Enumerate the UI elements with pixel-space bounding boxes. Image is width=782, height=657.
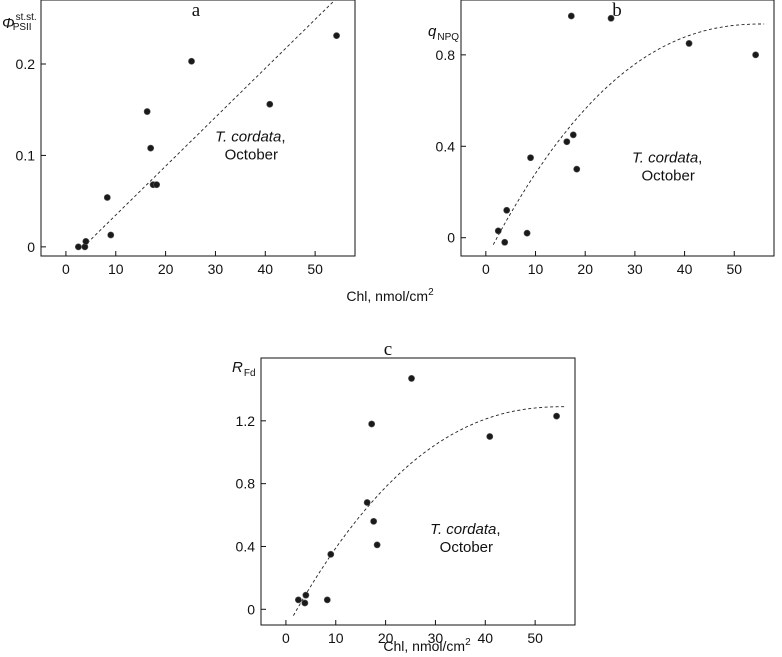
y-axis-title: RFd (232, 359, 256, 379)
x-tick-label: 10 (328, 630, 344, 646)
panel-letter: a (192, 0, 201, 21)
x-tick-label: 50 (307, 261, 323, 277)
annotation-month: October (225, 147, 278, 164)
y-tick-label: 0 (447, 230, 455, 246)
data-point (527, 154, 534, 162)
annotation-month: October (440, 539, 493, 556)
data-point (573, 165, 581, 173)
data-point (74, 243, 82, 251)
y-tick-label: 0.4 (236, 538, 256, 554)
data-point (373, 541, 381, 549)
x-tick-label: 10 (528, 261, 544, 277)
fit-line (83, 1, 334, 248)
data-point (368, 420, 376, 428)
x-tick-label: 20 (158, 261, 174, 277)
y-tick-label: 0.1 (16, 147, 36, 163)
x-tick-label: 50 (726, 261, 742, 277)
annotation-species: T. cordata, (632, 149, 702, 166)
annotation-species: T. cordata, (430, 521, 500, 538)
data-point (266, 100, 274, 108)
data-point (147, 144, 155, 152)
data-point (523, 229, 531, 237)
data-point (153, 181, 161, 189)
data-point (143, 108, 151, 115)
y-axis-title: Φst.st. PSII (2, 12, 37, 33)
data-point (103, 194, 111, 201)
data-point (501, 238, 509, 246)
x-tick-label: 50 (527, 630, 543, 646)
fit-curve (293, 406, 565, 616)
fit-curve (492, 23, 765, 245)
x-tick-label: 40 (257, 261, 273, 277)
y-tick-label: 1.2 (236, 413, 256, 429)
y-tick-label: 0 (27, 239, 35, 255)
x-tick-label: 20 (378, 630, 394, 646)
data-point (107, 231, 115, 239)
y-axis-title: qNPQ (428, 23, 459, 43)
data-point (323, 596, 331, 604)
data-point (363, 499, 371, 506)
x-tick-label: 30 (627, 261, 643, 277)
data-point (327, 550, 335, 558)
data-point (567, 12, 575, 20)
x-tick-label: 10 (108, 261, 124, 277)
data-point (302, 591, 310, 599)
x-tick-label: 40 (477, 630, 493, 646)
panel-c: 0 10 20 30 40 50 0 0.4 0.8 1.2 c RFd T. cordata,Octo… (232, 339, 576, 654)
data-point (333, 32, 340, 40)
x-tick-label: 0 (482, 261, 490, 277)
data-point (563, 138, 571, 146)
data-point (370, 517, 378, 525)
data-point (294, 596, 302, 604)
x-tick-label: 30 (208, 261, 224, 277)
data-point (607, 14, 615, 22)
data-point (752, 51, 760, 59)
plot-frame (460, 0, 775, 257)
x-tick-label: 0 (62, 261, 70, 277)
plot-frame (260, 357, 576, 626)
plot-frame (40, 0, 356, 257)
data-point (569, 131, 577, 139)
data-point (301, 599, 309, 607)
panel-b: 0 10 20 30 40 50 0 0.4 0.8 b qNPQ T. cordata,Octobe… (428, 0, 775, 277)
y-tick-label: 0.2 (16, 56, 36, 72)
data-point (188, 57, 195, 65)
data-point (81, 243, 89, 251)
x-tick-label: 30 (428, 630, 444, 646)
data-point (685, 40, 693, 47)
data-point (494, 227, 502, 235)
annotation-month: October (642, 167, 695, 184)
data-point (408, 375, 415, 382)
x-tick-label: 0 (282, 630, 290, 646)
panel-letter: c (384, 339, 392, 360)
x-axis-title: Chl, nmol/cm2 (346, 287, 434, 304)
x-axis-title: Chl, nmol/cm2 (383, 637, 471, 654)
y-tick-label: 0.8 (236, 476, 256, 492)
y-tick-label: 0.8 (436, 47, 456, 63)
y-tick-label: 0 (247, 601, 255, 617)
x-tick-label: 20 (577, 261, 593, 277)
data-point (82, 237, 90, 245)
panel-letter: b (612, 0, 622, 21)
annotation-species: T. cordata, (215, 129, 285, 146)
y-tick-label: 0.4 (436, 138, 456, 154)
data-point (553, 412, 560, 420)
panel-a: 0 10 20 30 40 50 0 0.1 0.2 a Φst.st. PSII T. cordata… (2, 0, 434, 304)
data-point (503, 206, 511, 214)
x-tick-label: 40 (677, 261, 693, 277)
data-point (486, 433, 494, 440)
